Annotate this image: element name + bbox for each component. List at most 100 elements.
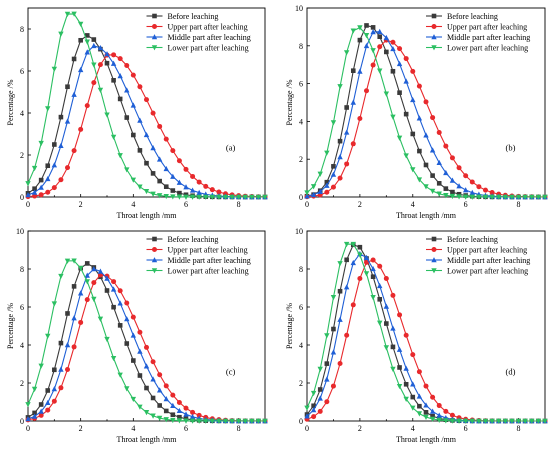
data-point: [196, 179, 202, 185]
data-point: [509, 418, 515, 424]
data-point: [137, 184, 143, 190]
data-point: [111, 78, 116, 83]
data-point: [45, 407, 51, 413]
data-point: [156, 156, 163, 162]
data-point: [163, 165, 169, 172]
series-line: [27, 260, 265, 422]
x-tick-label: 0: [305, 200, 309, 209]
data-point: [410, 381, 416, 387]
data-point: [509, 194, 515, 200]
series-line: [27, 262, 266, 422]
data-point: [317, 395, 323, 401]
data-point: [242, 194, 248, 200]
data-point: [463, 173, 469, 179]
legend-label: Middle part after leaching: [168, 256, 251, 265]
legend-marker: [431, 34, 437, 40]
data-point: [170, 148, 176, 154]
data-point: [317, 188, 323, 194]
data-point: [436, 417, 442, 423]
data-point: [117, 96, 123, 102]
data-point: [384, 49, 389, 55]
data-point: [130, 177, 137, 183]
data-point: [397, 312, 403, 318]
data-point: [71, 91, 77, 97]
data-point: [423, 410, 429, 415]
data-point: [77, 21, 84, 27]
x-tick-label: 2: [79, 200, 83, 209]
data-point: [363, 42, 370, 49]
data-point: [97, 87, 104, 93]
data-point: [383, 34, 390, 41]
y-tick-label: 10: [295, 4, 303, 13]
data-point: [363, 32, 370, 39]
data-point: [317, 387, 323, 392]
data-point: [456, 418, 462, 424]
data-point: [209, 194, 216, 200]
data-point: [416, 411, 423, 417]
data-point: [469, 418, 475, 424]
y-tick-label: 8: [299, 42, 303, 51]
data-point: [229, 418, 235, 424]
data-point: [489, 194, 495, 200]
data-point: [177, 414, 182, 420]
data-point: [176, 158, 182, 164]
series-lower-part-after-leaching: [25, 11, 268, 200]
legend: Before leaching Upper part after leaching…: [426, 235, 530, 276]
data-point: [330, 171, 337, 177]
data-point: [189, 413, 196, 420]
data-point: [310, 184, 317, 190]
data-point: [443, 193, 449, 199]
data-point: [262, 418, 268, 424]
legend-marker: [431, 13, 437, 19]
data-point: [91, 62, 97, 68]
data-point: [350, 99, 356, 105]
data-point: [436, 130, 442, 136]
data-point: [390, 344, 396, 350]
data-point: [189, 194, 196, 200]
data-point: [65, 311, 70, 316]
data-point: [364, 23, 369, 28]
data-point: [137, 329, 143, 335]
plot-frame: [27, 230, 266, 422]
data-point: [357, 244, 363, 250]
data-point: [176, 194, 183, 200]
data-point: [311, 414, 317, 420]
data-point: [71, 11, 77, 17]
data-point: [416, 177, 423, 183]
data-point: [403, 365, 409, 371]
series-before-leaching: [25, 33, 268, 200]
data-point: [176, 418, 183, 424]
data-point: [515, 194, 522, 200]
data-point: [25, 192, 31, 198]
legend-marker: [431, 247, 437, 252]
data-point: [449, 155, 455, 161]
data-point: [357, 275, 363, 281]
data-point: [416, 83, 422, 89]
data-point: [163, 396, 169, 402]
data-point: [51, 185, 57, 191]
data-point: [137, 148, 143, 153]
data-point: [357, 68, 363, 74]
data-point: [97, 44, 104, 51]
data-point: [117, 300, 123, 306]
data-point: [370, 29, 376, 35]
data-point: [32, 193, 38, 199]
data-point: [38, 402, 44, 407]
data-point: [317, 171, 323, 177]
data-point: [416, 369, 422, 375]
data-point: [110, 286, 117, 292]
data-point: [469, 194, 475, 200]
series-upper-part-after-leaching: [304, 37, 548, 200]
data-point: [110, 134, 117, 140]
data-point: [343, 50, 350, 56]
data-point: [124, 63, 130, 69]
data-point: [38, 192, 44, 198]
data-point: [364, 88, 369, 94]
data-point: [97, 62, 103, 68]
data-point: [344, 161, 350, 167]
data-point: [51, 301, 58, 307]
data-point: [449, 177, 456, 183]
data-point: [337, 138, 343, 144]
data-point: [196, 194, 202, 200]
